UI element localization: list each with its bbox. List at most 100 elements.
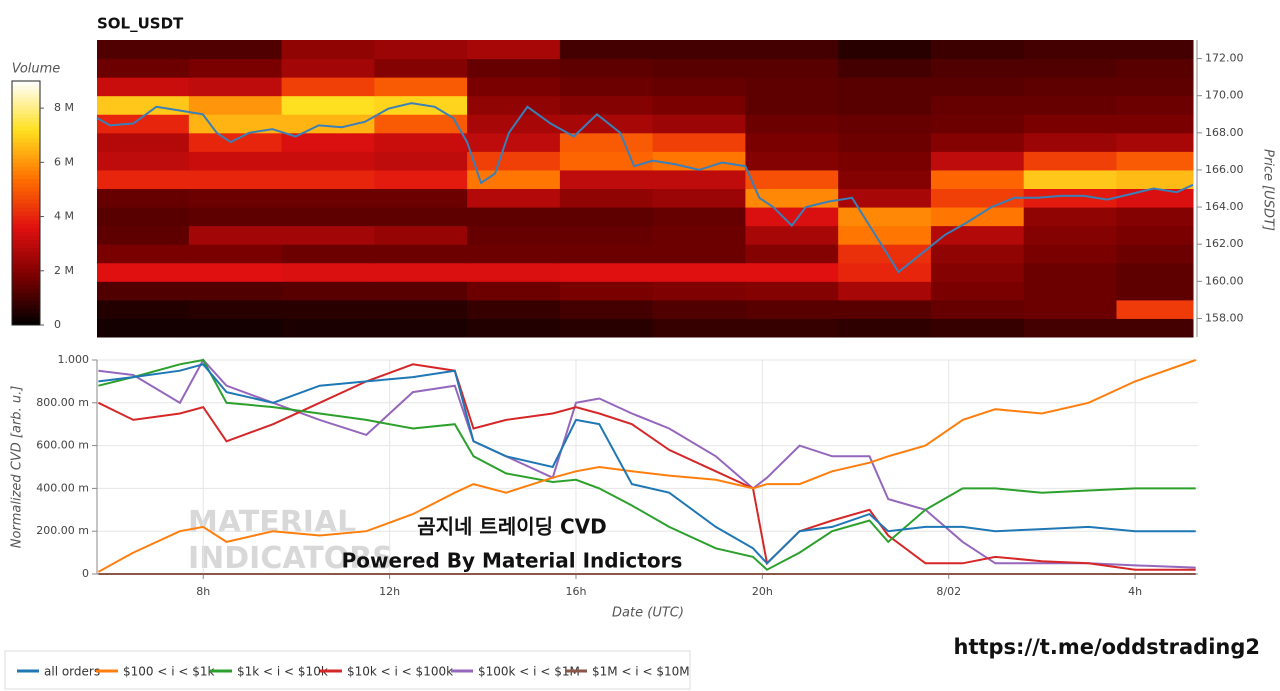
heatmap-cell (374, 225, 468, 245)
heatmap-cell (559, 114, 654, 134)
heatmap-cell (559, 318, 654, 338)
colorbar-swatch (12, 178, 40, 184)
y-tick-label: 200.00 m (36, 524, 89, 537)
heatmap-cell (467, 58, 561, 78)
heatmap-cell (1116, 318, 1194, 338)
heatmap-cell (1023, 58, 1117, 78)
x-tick-label: 12h (379, 585, 400, 598)
heatmap-cell (188, 169, 283, 189)
colorbar-swatch (12, 247, 40, 253)
heatmap-cell (838, 299, 932, 319)
legend-label: $100 < i < $1k (123, 665, 215, 679)
heatmap-cell (652, 281, 746, 301)
heatmap-cell (188, 244, 283, 264)
heatmap-cell (745, 77, 839, 97)
heatmap-cell (652, 95, 746, 115)
y-tick-label: 168.00 (1205, 126, 1244, 139)
colorbar-swatch (12, 80, 40, 86)
heatmap-cell (97, 169, 190, 189)
heatmap-cell (374, 281, 468, 301)
colorbar-swatch (12, 239, 40, 245)
heatmap-cell (97, 188, 190, 208)
colorbar-swatch (12, 190, 40, 196)
heatmap-cell (838, 95, 932, 115)
x-tick-label: 20h (752, 585, 773, 598)
heatmap-cell (559, 188, 654, 208)
y-axis-label: Price [USDT] (1261, 149, 1276, 231)
heatmap-cell (374, 114, 468, 134)
heatmap-cell (930, 114, 1025, 134)
heatmap-cell (838, 207, 932, 227)
heatmap-cell (1023, 318, 1117, 338)
heatmap-cell (930, 188, 1025, 208)
heatmap-cell (188, 114, 283, 134)
heatmap-cell (745, 114, 839, 134)
heatmap-cell (1116, 281, 1194, 301)
heatmap-cell (97, 95, 190, 115)
colorbar-swatch (12, 121, 40, 127)
y-tick-label: 1.000 (58, 353, 90, 366)
colorbar-swatch (12, 210, 40, 216)
heatmap-cell (467, 225, 561, 245)
colorbar-swatch (12, 133, 40, 139)
heatmap-cell (1023, 299, 1117, 319)
heatmap-cell (838, 169, 932, 189)
colorbar-swatch (12, 259, 40, 265)
heatmap-cell (838, 40, 932, 60)
overlay-title: 곰지네 트레이딩 CVD (417, 515, 606, 539)
heatmap-cell (745, 299, 839, 319)
colorbar-swatch (12, 279, 40, 285)
colorbar-swatch (12, 271, 40, 277)
colorbar-tick-label: 8 M (54, 101, 74, 114)
heatmap-cell (838, 132, 932, 152)
heatmap-cell (745, 40, 839, 60)
heatmap-cell (652, 244, 746, 264)
heatmap-cell (467, 244, 561, 264)
colorbar-swatch (12, 291, 40, 298)
heatmap-cell (281, 281, 375, 301)
heatmap-cell (559, 281, 654, 301)
heatmap-cell (559, 95, 654, 115)
heatmap-cell (559, 262, 654, 282)
colorbar-tick-label: 4 M (54, 210, 74, 223)
legend-label: $1M < i < $10M (592, 665, 690, 679)
heatmap-cell (467, 281, 561, 301)
heatmap-cell (467, 40, 561, 60)
heatmap-cell (652, 188, 746, 208)
colorbar-swatch (12, 186, 40, 192)
x-tick-label: 8h (196, 585, 210, 598)
heatmap-cell (652, 318, 746, 338)
colorbar-swatch (12, 198, 40, 204)
heatmap-cell (1023, 169, 1117, 189)
heatmap-cell (559, 207, 654, 227)
heatmap-cell (559, 225, 654, 245)
heatmap-cell (374, 262, 468, 282)
heatmap-cell (838, 244, 932, 264)
heatmap-cell (652, 77, 746, 97)
heatmap-cell (1116, 169, 1194, 189)
heatmap-cell (467, 207, 561, 227)
heatmap-cell (652, 151, 746, 171)
heatmap-cell (281, 95, 375, 115)
heatmap-cell (97, 77, 190, 97)
heatmap-cell (374, 77, 468, 97)
heatmap-cell (467, 169, 561, 189)
colorbar-swatch (12, 113, 40, 119)
colorbar-swatch (12, 296, 40, 302)
heatmap-cell (930, 169, 1025, 189)
heatmap-cell (374, 299, 468, 319)
heatmap-cell (652, 207, 746, 227)
heatmap-cell (652, 58, 746, 78)
heatmap-cell (838, 77, 932, 97)
colorbar-swatch (12, 287, 40, 293)
heatmap-cell (1023, 95, 1117, 115)
colorbar-swatch (12, 157, 40, 163)
heatmap-cell (745, 58, 839, 78)
heatmap-cell (281, 262, 375, 282)
heatmap-cell (930, 262, 1025, 282)
heatmap-cell (930, 299, 1025, 319)
legend-box (4, 650, 691, 690)
colorbar-swatch (12, 92, 40, 98)
colorbar-swatch (12, 283, 40, 289)
